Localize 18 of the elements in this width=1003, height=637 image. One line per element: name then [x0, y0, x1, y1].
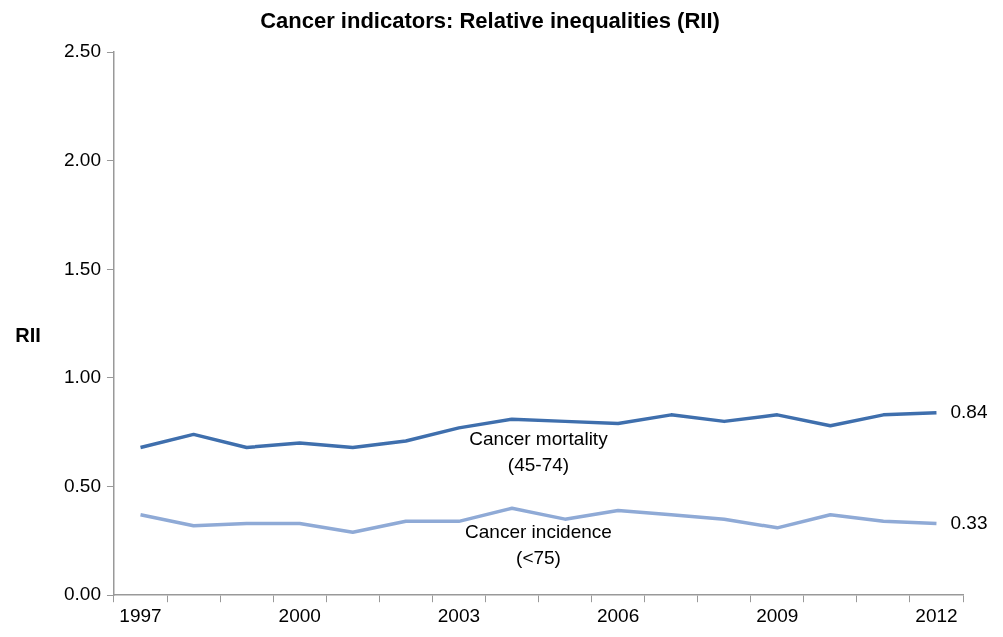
- series-label: Cancer mortality (45-74): [469, 428, 609, 476]
- y-tick-label: 0.00: [64, 583, 101, 605]
- x-tick-label: 2009: [756, 604, 799, 626]
- x-tick-label: 1997: [119, 604, 162, 626]
- y-tick-label: 2.50: [64, 40, 101, 62]
- series-label: Cancer incidence (<75): [465, 521, 612, 569]
- x-tick-label: 2000: [278, 604, 321, 626]
- y-tick-label: 2.00: [64, 148, 101, 170]
- x-tick-label: 2012: [915, 604, 958, 626]
- y-tick-label: 1.50: [64, 257, 101, 279]
- x-tick-label: 2006: [596, 604, 640, 626]
- chart-title: Cancer indicators: Relative inequalities (RII): [260, 8, 720, 34]
- x-tick-label: 2003: [437, 604, 481, 626]
- y-axis-title: RII: [15, 323, 41, 346]
- data-label: 0.33: [950, 511, 988, 533]
- y-tick-label: 1.00: [64, 366, 101, 388]
- data-label: 0.84: [950, 400, 988, 422]
- y-tick-label: 0.50: [64, 474, 101, 496]
